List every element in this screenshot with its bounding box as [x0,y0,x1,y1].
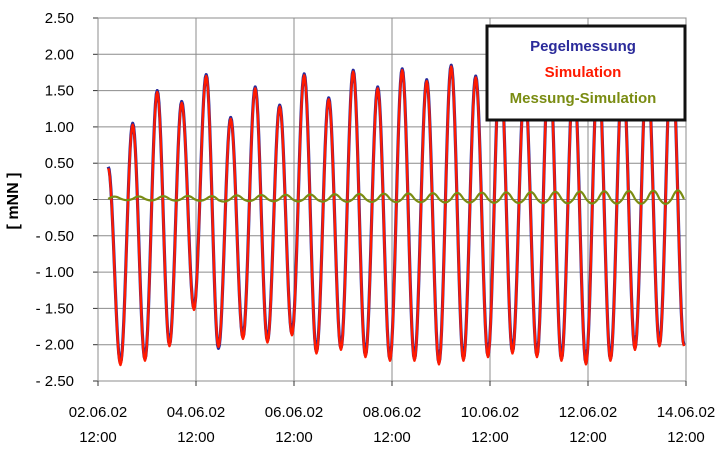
x-tick-label-date: 04.06.02 [167,404,225,421]
x-tick-label-date: 06.06.02 [265,404,323,421]
series-line-simulation [107,50,686,367]
series-layer [106,49,686,367]
x-tick-label-date: 02.06.02 [69,404,127,421]
y-axis-tick-labels: 2.50 2.00 1.50 1.00 0.50 0.00 - 0.50 - 1.00 - 1.… [36,10,74,390]
x-tick-label-date: 08.06.02 [363,404,421,421]
y-tick-label: 1.50 [45,83,74,100]
y-tick-label: - 2.00 [36,337,74,354]
x-tick-label-time: 12:00 [275,429,313,446]
legend-item-messung-simulation: Messung-Simulation [510,90,657,107]
legend-item-pegelmessung: Pegelmessung [530,38,636,55]
x-tick-label-time: 12:00 [79,429,117,446]
series-line-messung-simulation [107,189,685,206]
x-axis-tick-labels: 02.06.02 12:00 04.06.02 12:00 06.06.02 12:00 0… [69,404,715,446]
x-tick-label-time: 12:00 [569,429,607,446]
y-tick-label: - 1.00 [36,264,74,281]
x-tick-label-date: 14.06.02 [657,404,715,421]
legend-box [485,24,687,122]
y-tick-label: 0.00 [45,192,74,209]
y-tick-label: - 0.50 [36,228,74,245]
x-tick-label-date: 10.06.02 [461,404,519,421]
x-tick-label-time: 12:00 [667,429,705,446]
x-tick-label-date: 12.06.02 [559,404,617,421]
legend-item-simulation: Simulation [545,64,622,81]
y-tick-label: 2.00 [45,46,74,63]
x-tick-label-time: 12:00 [471,429,509,446]
legend: Pegelmessung Simulation Messung-Simulati… [485,24,687,122]
y-tick-label: 2.50 [45,10,74,27]
x-tick-label-time: 12:00 [373,429,411,446]
y-axis-label: [ mNN ] [5,173,22,230]
y-tick-label: 0.50 [45,155,74,172]
y-tick-label: - 2.50 [36,373,74,390]
y-tick-label: 1.00 [45,119,74,136]
y-tick-label: - 1.50 [36,300,74,317]
x-tick-label-time: 12:00 [177,429,215,446]
